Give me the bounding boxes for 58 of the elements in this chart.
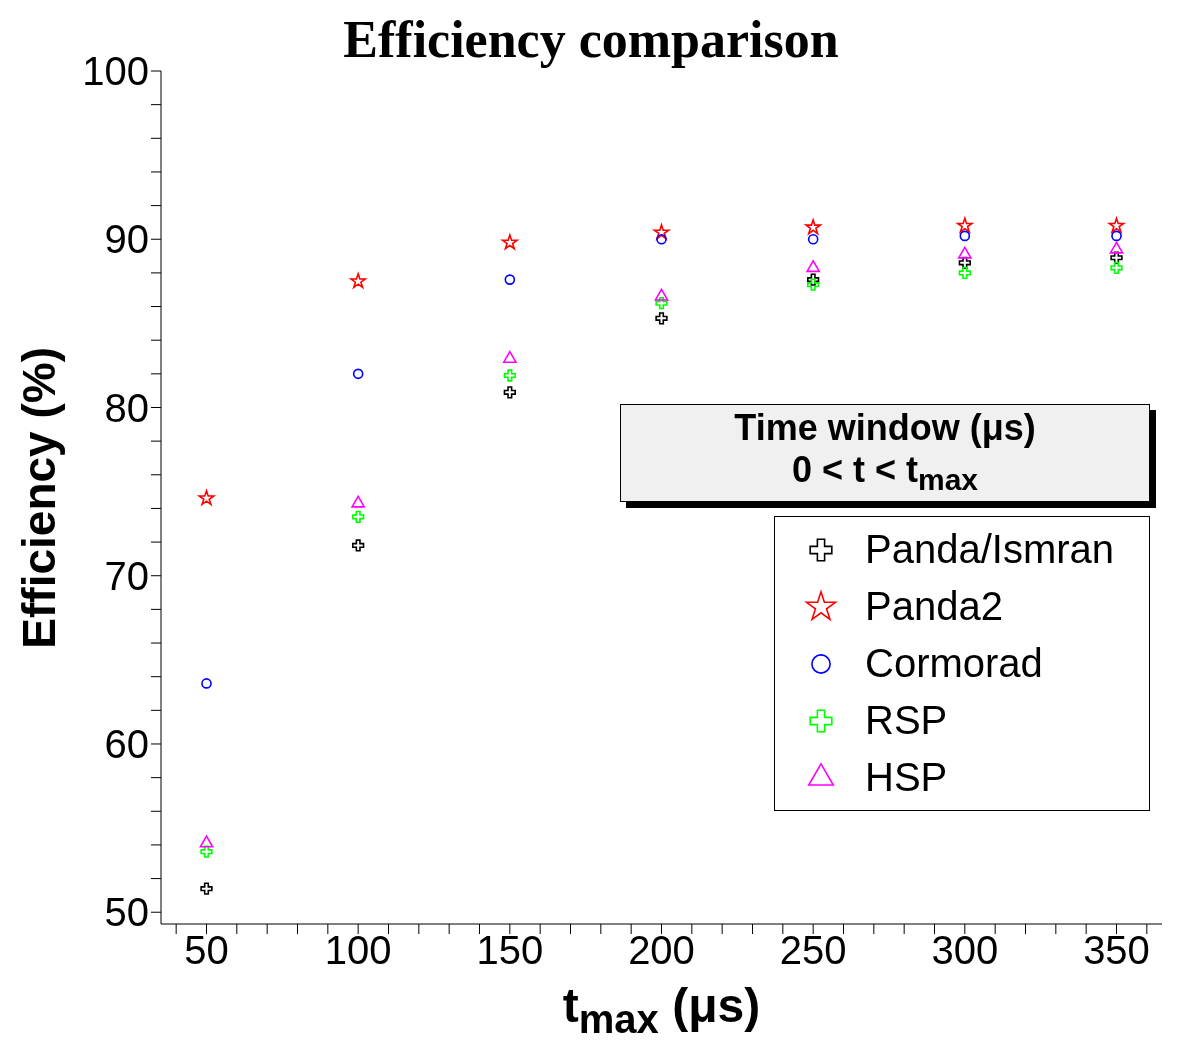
point [807,233,819,245]
x-tick-label: 100 [324,928,392,973]
point [198,489,215,506]
point [501,234,518,250]
point [503,369,516,382]
y-tick-label: 100 [82,49,149,94]
point [956,217,973,233]
annotation: 0 < t < t$_{max}$ [790,449,980,498]
point [957,246,972,259]
point [200,845,213,858]
point [201,678,212,689]
legend-label: HSP [865,755,948,801]
point [1109,241,1124,254]
x-tick-label: 150 [476,928,544,973]
point [656,233,667,245]
x-tick-label: 50 [184,928,229,973]
point [352,510,365,524]
point [958,266,971,280]
point [805,219,822,235]
point [1111,230,1122,242]
legend-title: Time window (μs) [733,407,1037,449]
point [807,273,820,286]
point [958,256,971,269]
x-tick-label: 300 [931,928,999,973]
x-tick-label: 250 [779,928,847,973]
point [352,539,365,552]
x-tick-label: 350 [1083,928,1150,973]
point [503,386,516,399]
y-tick-label: 80 [104,385,149,430]
point [199,835,214,848]
point [1110,251,1123,264]
point [655,312,668,325]
x-axis-title: t$_{max}$ (μs) [561,978,762,1042]
y-tick-label: 50 [104,890,149,935]
y-axis-title: Efficiency (%) [12,346,66,649]
legend-label: Panda2 [865,584,1003,630]
legend-label: Panda/Ismran [865,527,1115,573]
point [806,260,821,273]
point [959,230,971,242]
y-tick-label: 70 [104,553,149,598]
point [654,288,669,301]
y-tick-label: 90 [104,217,149,262]
point [350,272,367,289]
point [807,278,820,291]
chart-title: Efficiency comparison [343,11,839,68]
legend-label: RSP [865,698,948,744]
legend-label: Cormorad [865,641,1043,687]
point [504,274,516,285]
point [200,882,213,895]
point [655,297,668,310]
point [351,495,366,508]
y-tick-label: 60 [104,722,149,767]
point [352,368,364,380]
point [653,224,670,240]
point [502,350,517,364]
point [1110,261,1123,275]
point [1108,217,1125,233]
x-tick-label: 200 [628,928,695,973]
